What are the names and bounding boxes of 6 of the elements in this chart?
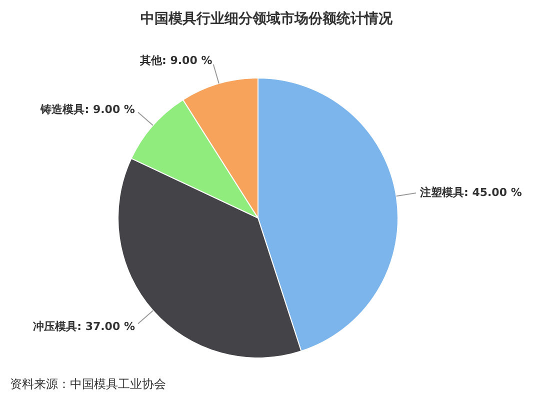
slice-label: 注塑模具: 45.00 % — [418, 186, 522, 199]
chart-title: 中国模具行业细分领域市场份额统计情况 — [140, 10, 394, 29]
slice-label: 冲压模具: 37.00 % — [33, 320, 135, 333]
slice-label: 其他: 9.00 % — [139, 54, 212, 68]
slice-label: 铸造模具: 9.00 % — [40, 103, 135, 116]
text: 资料来源：中国模具工业协会 — [9, 376, 167, 393]
